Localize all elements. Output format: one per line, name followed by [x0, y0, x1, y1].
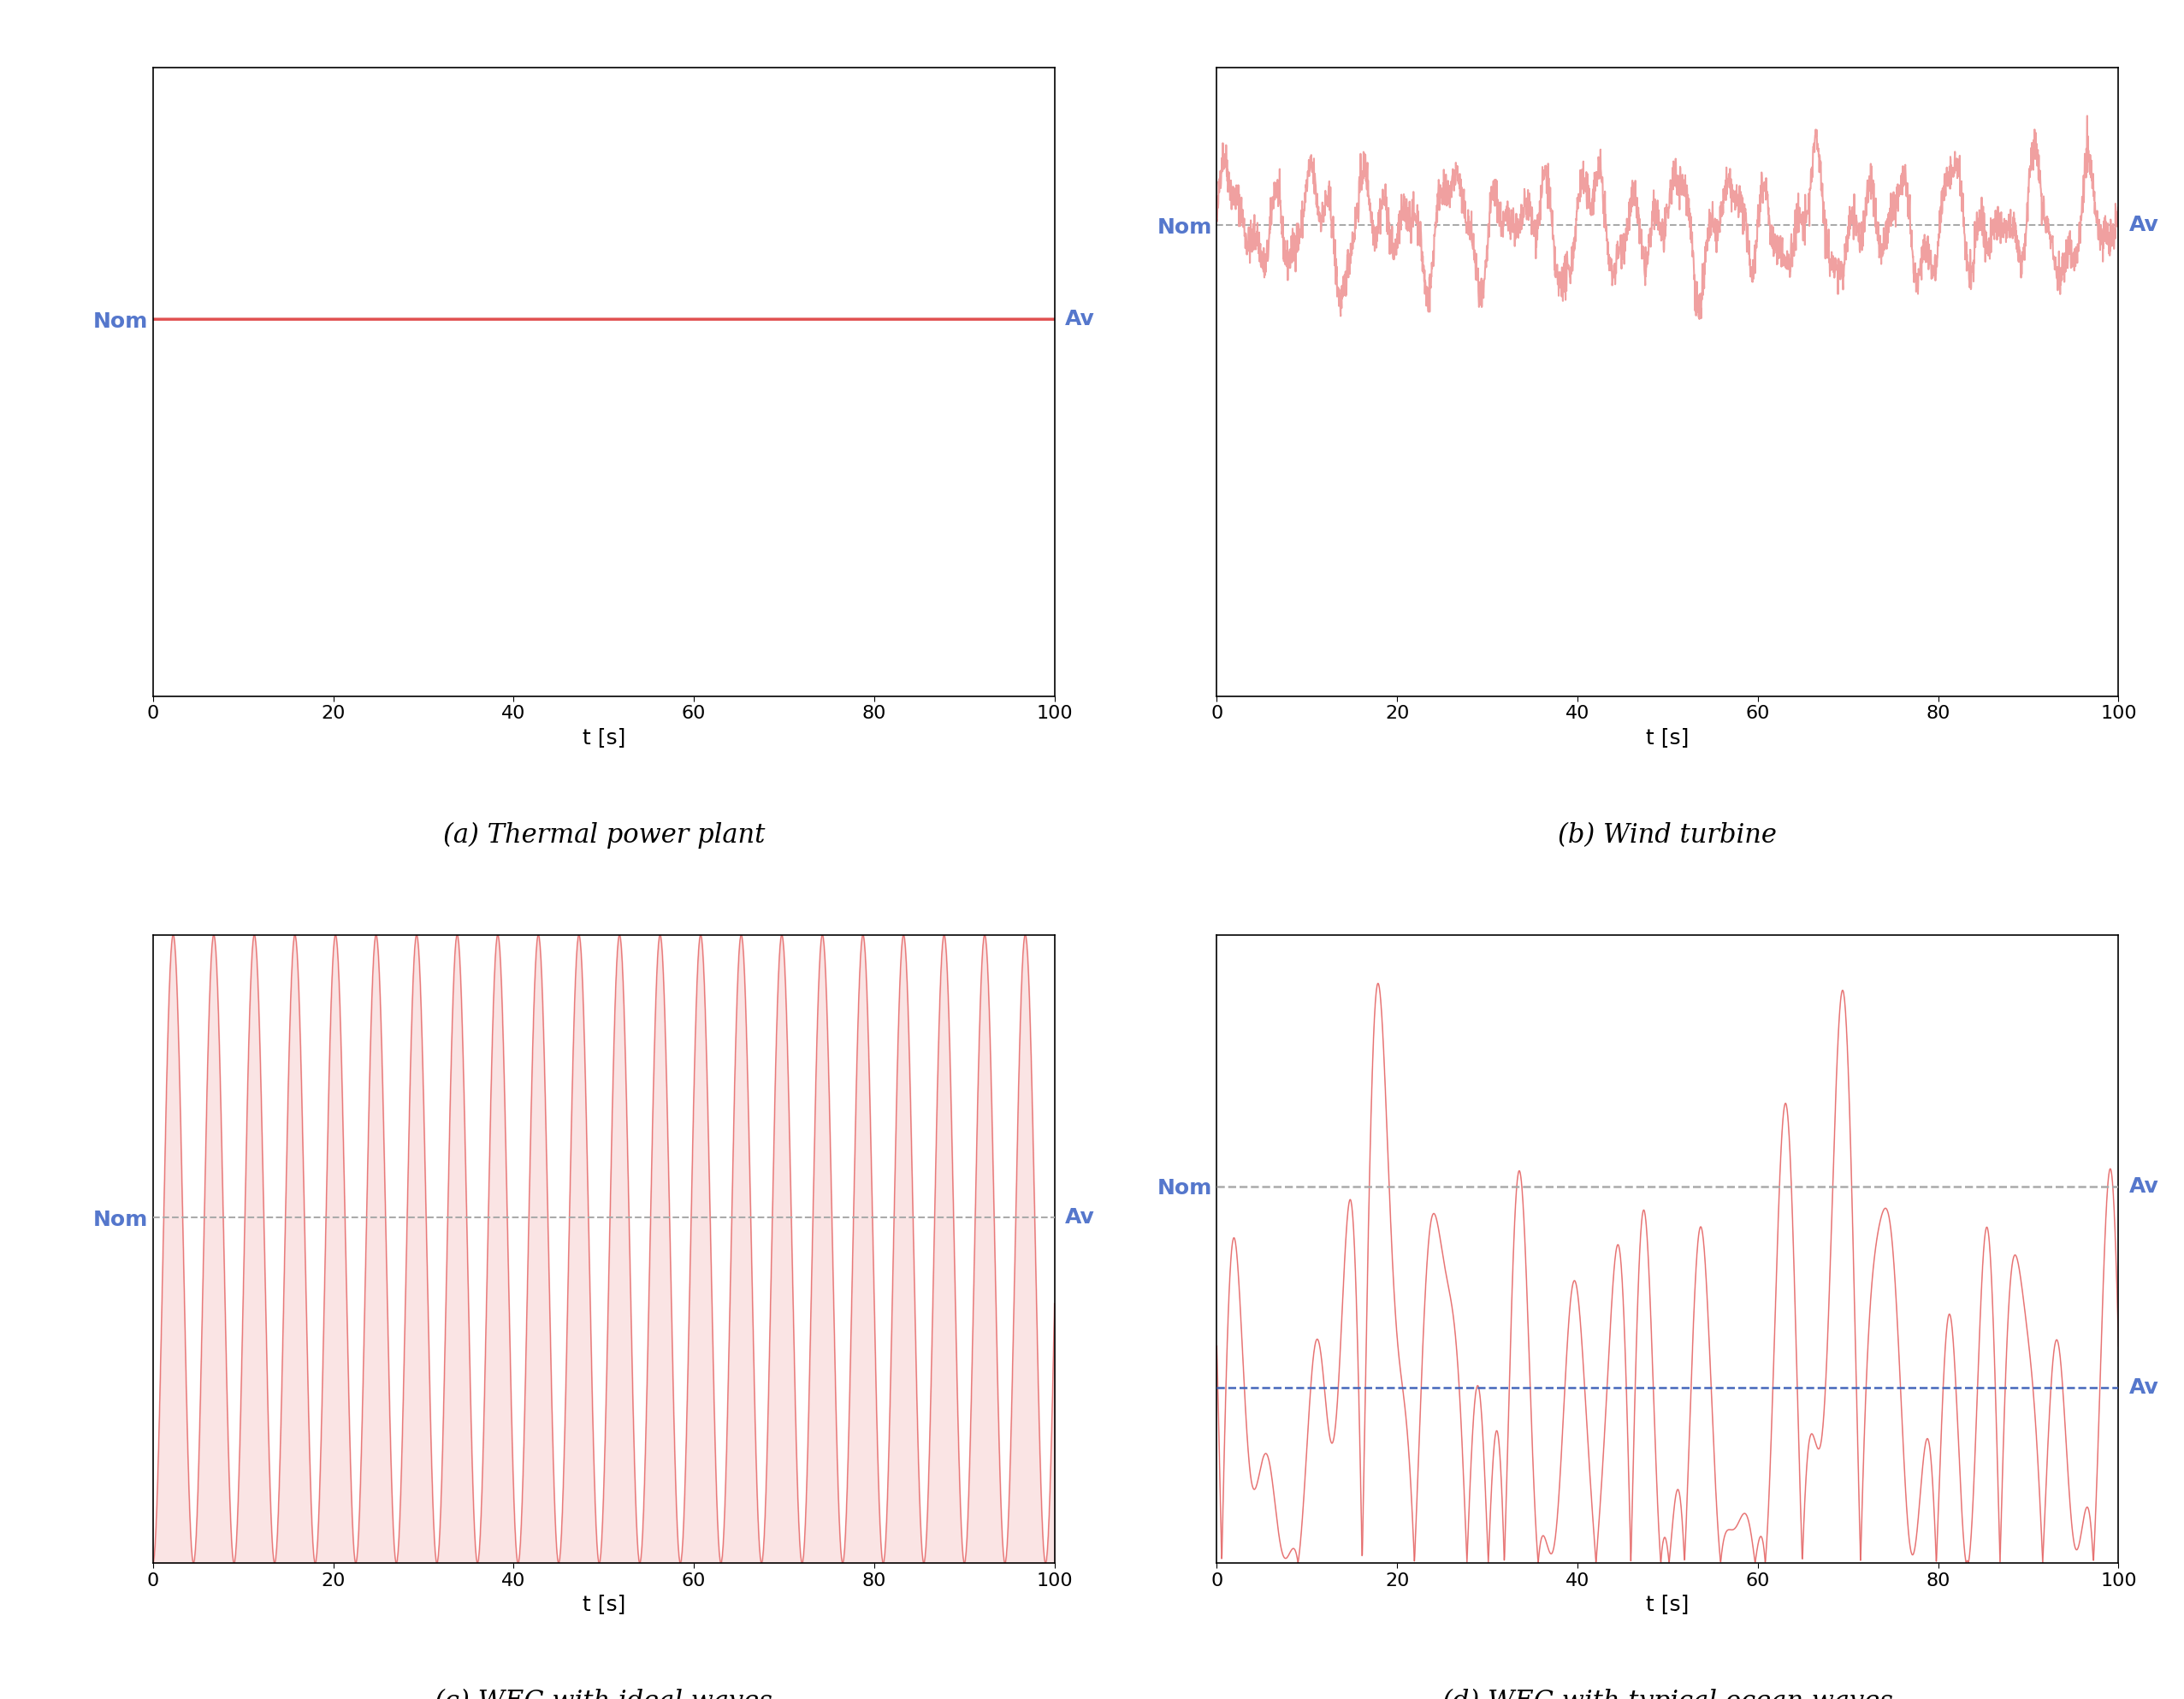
Text: Av: Av	[1066, 309, 1094, 330]
Text: Av: Av	[2129, 1376, 2160, 1398]
Text: (b) Wind turbine: (b) Wind turbine	[1557, 822, 1778, 848]
X-axis label: t [s]: t [s]	[1647, 727, 1688, 748]
Text: (c) WEC with ideal waves: (c) WEC with ideal waves	[435, 1689, 773, 1699]
Text: Av: Av	[1066, 1208, 1094, 1228]
Text: (d) WEC with typical ocean waves: (d) WEC with typical ocean waves	[1441, 1689, 1894, 1699]
Text: Av: Av	[2129, 214, 2160, 234]
Text: (a) Thermal power plant: (a) Thermal power plant	[443, 822, 764, 848]
X-axis label: t [s]: t [s]	[583, 1594, 625, 1614]
X-axis label: t [s]: t [s]	[583, 727, 625, 748]
X-axis label: t [s]: t [s]	[1647, 1594, 1688, 1614]
Text: Av: Av	[2129, 1176, 2160, 1196]
